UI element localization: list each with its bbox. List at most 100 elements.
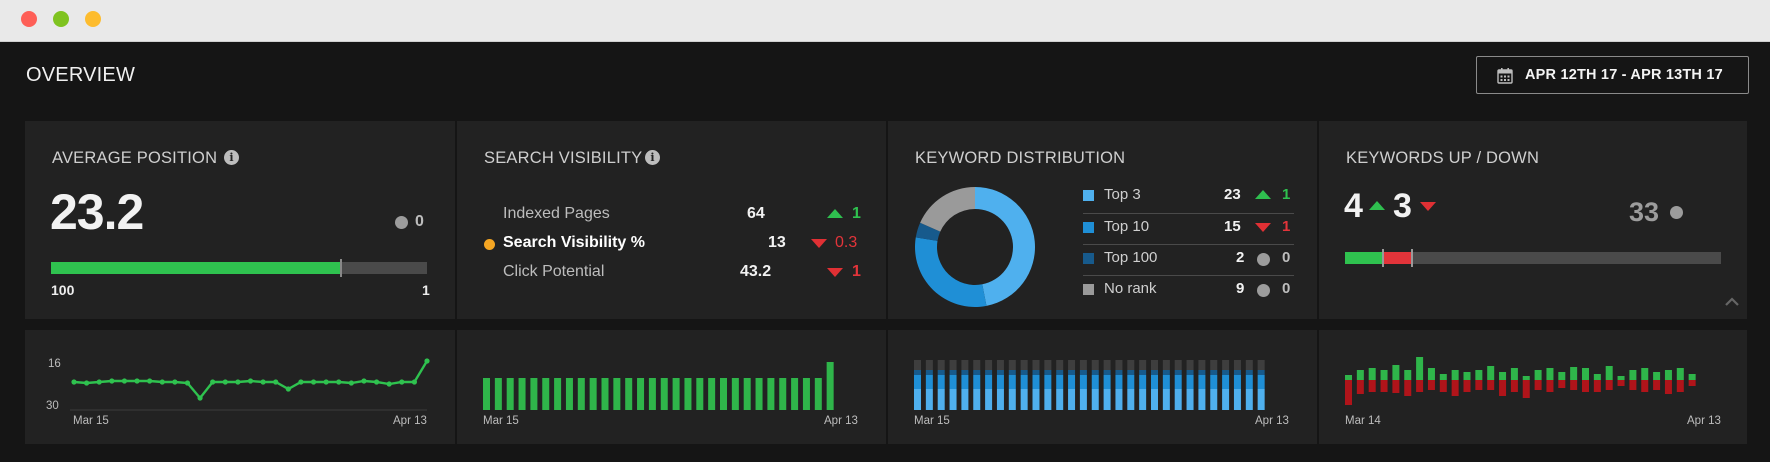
visibility-bar [625, 378, 633, 410]
stacked-bar-segment [996, 389, 1004, 410]
stacked-bar-segment [1020, 360, 1028, 370]
visibility-bar [589, 378, 597, 410]
keywords-up-bar [1356, 370, 1364, 380]
stacked-bar-segment [1198, 370, 1206, 375]
stacked-bar-segment [961, 375, 969, 389]
average-position-value: 23.2 [50, 184, 144, 240]
neutral-dot-icon [395, 215, 408, 229]
keywords-down-bar [1582, 380, 1589, 392]
stacked-bar-segment [1151, 389, 1158, 410]
stacked-bar-segment [914, 375, 921, 389]
stacked-bar-segment [1020, 375, 1028, 389]
visibility-bar [696, 378, 704, 410]
keywords-down-bar [1427, 380, 1435, 390]
close-window-button[interactable] [21, 11, 37, 27]
stacked-bar-segment [1008, 360, 1016, 370]
keywords-down-bar [1356, 380, 1364, 394]
up-arrow-icon [1369, 201, 1385, 210]
stacked-bar-segment [1210, 370, 1218, 375]
keyword-distribution-trend: Mar 15 Apr 13 [888, 330, 1317, 444]
stacked-bar-segment [949, 360, 957, 370]
visibility-bar [755, 378, 763, 410]
stacked-bar-segment [1044, 360, 1052, 370]
trend-point [222, 379, 228, 385]
keyword-distribution-card: KEYWORD DISTRIBUTION Top 3 23 1 Top 10 1… [888, 121, 1317, 319]
visibility-bar [802, 378, 810, 410]
stacked-bar-segment [1056, 370, 1064, 375]
change-value: 0 [415, 213, 424, 230]
date-range-button[interactable]: APR 12TH 17 - APR 13TH 17 [1476, 56, 1749, 94]
legend-swatch-top10 [1083, 222, 1094, 233]
visibility-bar [648, 378, 656, 410]
visibility-bar [720, 378, 727, 410]
row-divider [1083, 213, 1294, 214]
search-visibility-value: 13 [768, 234, 786, 251]
stacked-bar-segment [1079, 370, 1087, 375]
stacked-bar-segment [1174, 360, 1182, 370]
stacked-bar-segment [1233, 375, 1241, 389]
stacked-bar-segment [937, 389, 945, 410]
stacked-bar-segment [985, 370, 993, 375]
keywords-up-bar [1582, 368, 1589, 380]
keywords-down-bar [1451, 380, 1459, 396]
stacked-bar-segment [973, 375, 981, 389]
keywords-up-down-bar-chart [1345, 357, 1696, 405]
change-indicator: 0 [395, 213, 424, 231]
stacked-bar-segment [1044, 389, 1052, 410]
keywords-up-bar [1427, 368, 1435, 380]
trend-point [134, 378, 140, 384]
stacked-bar-segment [1151, 375, 1158, 389]
info-icon[interactable]: i [645, 150, 660, 165]
keywords-up-bar [1546, 368, 1554, 380]
stacked-bar-segment [925, 370, 933, 375]
stacked-bar-segment [1127, 375, 1135, 389]
keywords-down-bar [1570, 380, 1578, 390]
x-axis-start-label: Mar 15 [914, 415, 950, 427]
range-min-label: 100 [51, 282, 75, 298]
stacked-bar-segment [925, 360, 933, 370]
visibility-bar [554, 378, 562, 410]
keywords-down-bar [1629, 380, 1637, 390]
trend-point [235, 379, 241, 385]
stacked-bar-segment [1198, 360, 1206, 370]
minimize-window-button[interactable] [53, 11, 69, 27]
keywords-down-bar [1664, 380, 1672, 394]
visibility-bar [637, 378, 645, 410]
neutral-dot-icon [1257, 253, 1270, 266]
legend-swatch-top3 [1083, 190, 1094, 201]
click-potential-change: 1 [852, 263, 861, 280]
zoom-window-button[interactable] [85, 11, 101, 27]
stacked-bar-segment [1127, 389, 1135, 410]
keywords-up-bar [1345, 375, 1352, 380]
visibility-bar [483, 378, 490, 410]
legend-swatch-norank [1083, 284, 1094, 295]
stacked-bar-segment [1198, 389, 1206, 410]
trend-point [386, 381, 392, 387]
keywords-up-bar [1688, 374, 1696, 380]
trend-point [273, 379, 279, 385]
info-icon[interactable]: i [224, 150, 239, 165]
stacked-bar-segment [1068, 370, 1076, 375]
visibility-bar [530, 378, 538, 410]
stacked-bar-segment [996, 375, 1004, 389]
up-segment [1345, 252, 1383, 264]
stacked-bar-segment [937, 370, 945, 375]
chevron-up-icon[interactable] [1724, 297, 1740, 307]
stacked-bar-segment [1139, 360, 1147, 370]
visibility-bar [577, 378, 585, 410]
stacked-bar-segment [1222, 370, 1230, 375]
stacked-bar-segment [1186, 375, 1194, 389]
stacked-bar-segment [1245, 360, 1253, 370]
keywords-up-bar [1392, 365, 1400, 380]
keyword-distribution-donut [915, 187, 1035, 307]
search-visibility-bar-chart [483, 362, 834, 410]
keywords-down-bar [1510, 380, 1518, 392]
stacked-bar-segment [1174, 370, 1182, 375]
trend-point [197, 395, 203, 401]
keywords-up-bar [1439, 374, 1447, 380]
date-range-label: APR 12TH 17 - APR 13TH 17 [1525, 67, 1723, 83]
trend-point [361, 378, 367, 384]
stacked-bar-segment [1210, 389, 1218, 410]
keywords-down-bar [1641, 380, 1649, 392]
keywords-down-bar [1380, 380, 1388, 392]
